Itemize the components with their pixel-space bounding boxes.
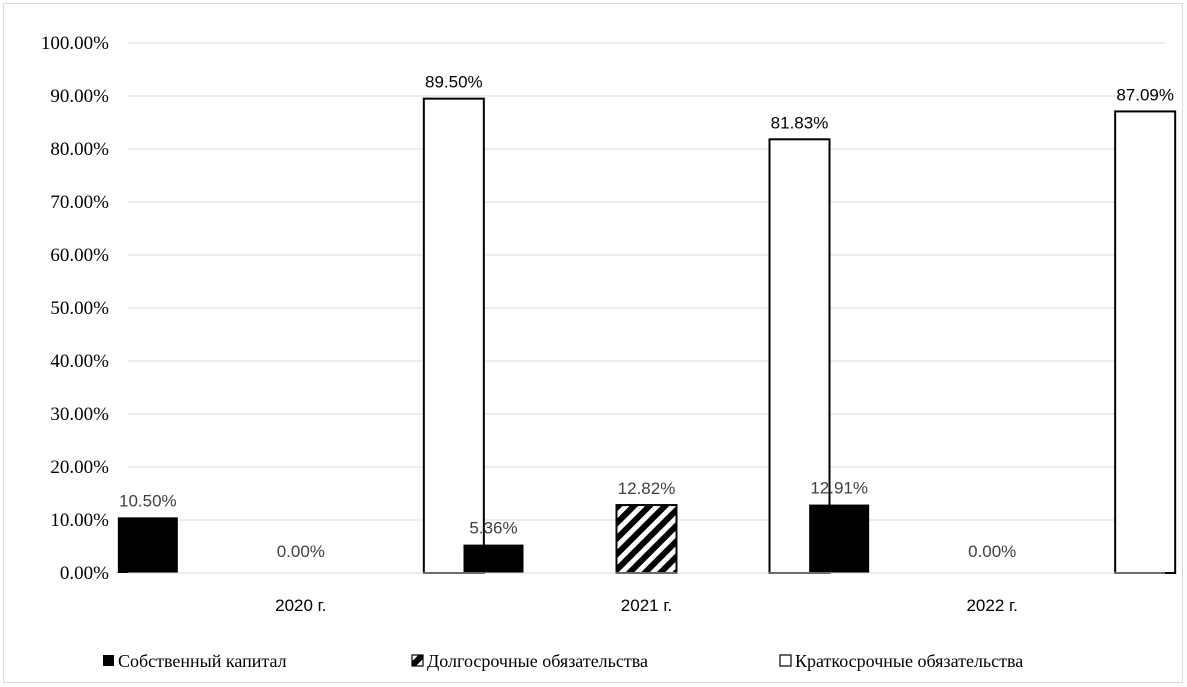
legend-item: Долгосрочные обязательства [411,651,648,671]
x-tick-label: 2022 г. [966,596,1017,615]
legend: Собственный капитал Долгосрочные обязател… [103,651,1023,671]
legend-swatch [103,655,114,666]
y-tick-label: 70.00% [50,192,109,213]
bar [768,138,831,574]
legend-label: Краткосрочные обязательства [795,651,1023,671]
bar [1114,110,1177,574]
y-tick-label: 80.00% [50,139,109,160]
x-tick-label: 2021 г. [621,596,672,615]
y-tick-label: 20.00% [50,457,109,478]
x-axis: 2020 г. 2021 г. 2022 г. [128,572,1165,615]
legend-item: Собственный капитал [103,651,287,671]
y-tick-label: 10.00% [50,510,109,531]
y-tick-label: 30.00% [50,404,109,425]
data-label: 5.36% [469,519,517,538]
y-tick-label: 90.00% [50,86,109,107]
y-tick-label: 0.00% [60,563,109,584]
legend-item: Краткосрочные обязательства [779,651,1023,671]
data-label: 0.00% [277,542,325,561]
bar [117,517,178,573]
bar [463,544,524,573]
y-tick-label: 50.00% [50,298,109,319]
x-tick-label: 2020 г. [275,596,326,615]
y-axis: 0.00% 10.00% 20.00% 30.00% 40.00% 50.00% 60.00… [41,33,109,584]
legend-label: Долгосрочные обязательства [427,651,648,671]
y-tick-label: 100.00% [41,33,109,54]
legend-swatch [411,654,424,667]
data-label: 87.09% [1116,85,1174,104]
bar [422,97,485,575]
chart-frame [3,3,1183,683]
data-label: 12.91% [810,479,868,498]
y-tick-label: 60.00% [50,245,109,266]
legend-label: Собственный капитал [118,651,287,671]
data-label: 12.82% [618,479,676,498]
data-label: 89.50% [425,73,483,92]
bar [615,504,678,574]
data-label: 10.50% [119,491,177,510]
bar [809,504,870,573]
data-label: 0.00% [968,542,1016,561]
bars: 10.50% 0.00% 89.50% 5.36% 12.82% 81.83% 12.91%… [117,73,1177,575]
y-tick-label: 40.00% [50,351,109,372]
data-label: 81.83% [771,113,829,132]
legend-swatch [779,654,792,667]
